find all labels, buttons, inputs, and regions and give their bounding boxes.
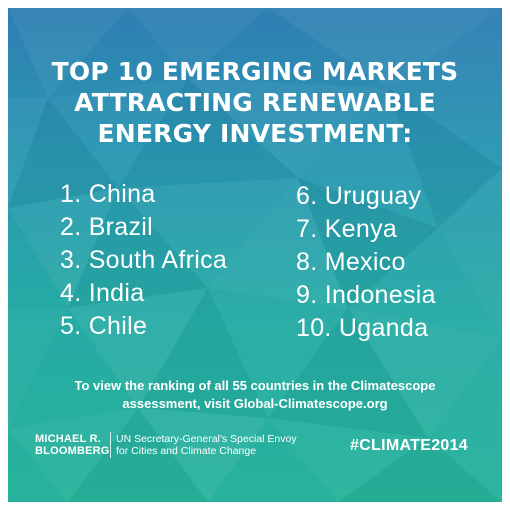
ranking-item: 5. Chile: [60, 312, 148, 340]
envoy-title: UN Secretary-General's Special Envoy for…: [116, 433, 297, 457]
graphic-panel: TOP 10 EMERGING MARKETS ATTRACTING RENEW…: [8, 8, 502, 502]
note-line: To view the ranking of all 55 countries …: [74, 378, 436, 393]
ranking-list-left: 1. China 2. Brazil 3. South Africa 4. In…: [60, 178, 227, 343]
ranking-item: 4. India: [60, 279, 145, 307]
ranking-item: 10. Uganda: [296, 314, 429, 342]
logo-line: MICHAEL R.: [35, 433, 101, 445]
envoy-title-line: UN Secretary-General's Special Envoy: [116, 433, 297, 445]
headline-line: ENERGY INVESTMENT:: [97, 119, 413, 148]
headline: TOP 10 EMERGING MARKETS ATTRACTING RENEW…: [8, 56, 502, 149]
footer-divider: [110, 432, 111, 458]
headline-line: ATTRACTING RENEWABLE: [74, 88, 436, 117]
polygon-background: [8, 8, 502, 502]
call-to-action-note: To view the ranking of all 55 countries …: [8, 377, 502, 413]
note-line: assessment, visit Global-Climatescope.or…: [122, 396, 388, 411]
ranking-item: 8. Mexico: [296, 248, 406, 276]
ranking-item: 9. Indonesia: [296, 281, 436, 309]
bloomberg-logo: MICHAEL R. BLOOMBERG: [35, 433, 110, 457]
envoy-title-line: for Cities and Climate Change: [116, 445, 257, 457]
ranking-item: 1. China: [60, 180, 156, 208]
ranking-list-right: 6. Uruguay 7. Kenya 8. Mexico 9. Indones…: [296, 180, 436, 345]
logo-line: BLOOMBERG: [35, 445, 110, 457]
ranking-item: 6. Uruguay: [296, 182, 422, 210]
ranking-item: 2. Brazil: [60, 213, 154, 241]
headline-line: TOP 10 EMERGING MARKETS: [51, 57, 459, 86]
hashtag: #CLIMATE2014: [349, 437, 468, 454]
ranking-item: 3. South Africa: [60, 246, 228, 274]
ranking-item: 7. Kenya: [296, 215, 398, 243]
